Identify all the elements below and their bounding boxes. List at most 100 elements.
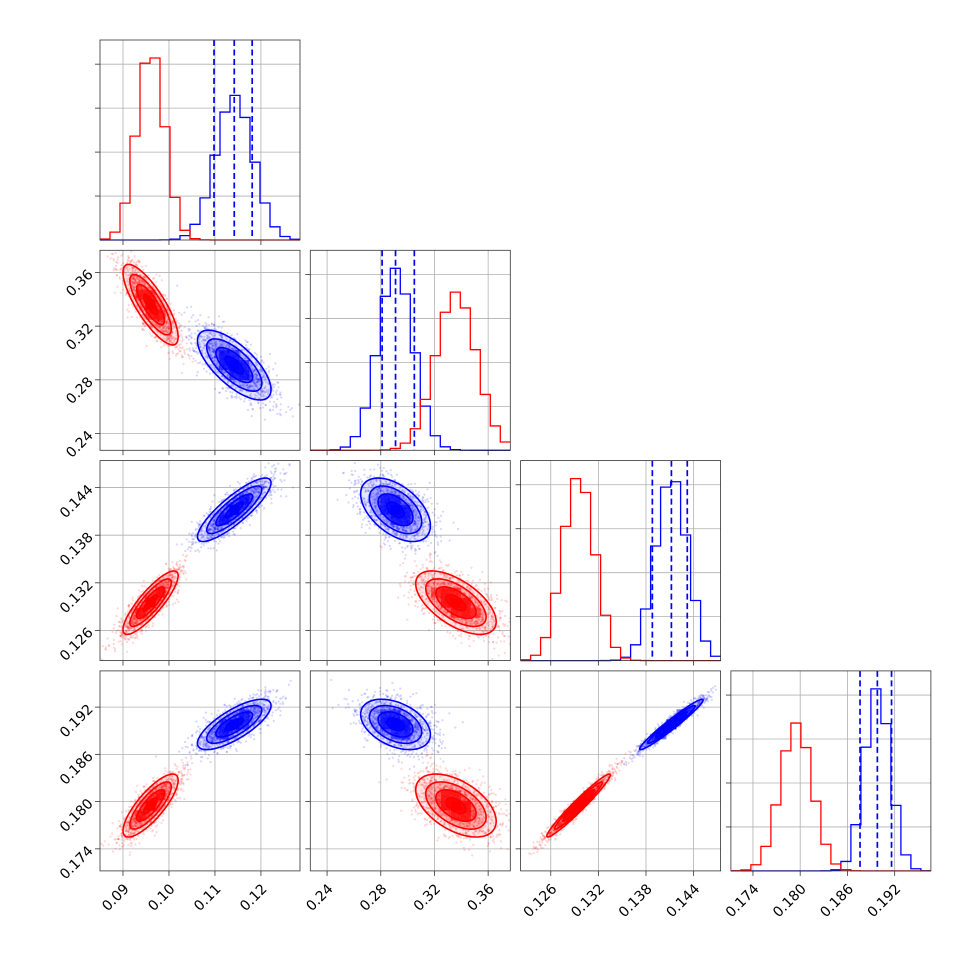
x-tick-label: 0.10	[145, 881, 178, 914]
density-cell	[380, 719, 391, 730]
density-cell	[450, 800, 461, 811]
density-cell	[135, 607, 146, 618]
contour-series-0	[196, 698, 272, 751]
contour-series-0	[646, 704, 697, 745]
density-cell	[390, 504, 401, 515]
contour-series-1	[129, 273, 173, 336]
density-cell	[676, 709, 687, 720]
y-tick-label: 0.32	[63, 320, 96, 353]
density-cell	[390, 719, 401, 730]
density-cell	[450, 607, 461, 618]
density-cell	[440, 800, 451, 811]
panel-3-2: 0.126 0.132 0.138 0.144	[515, 670, 721, 921]
density-cell	[229, 360, 240, 371]
y-tick-label: 0.144	[57, 482, 97, 522]
gridlines	[100, 670, 300, 871]
contour-series-1	[424, 781, 487, 831]
density-cell	[460, 597, 471, 608]
contour-series-0	[638, 698, 704, 751]
contour-series-0	[196, 329, 272, 401]
density-cell	[390, 729, 401, 740]
density-cell	[135, 810, 146, 821]
histogram-series-0	[730, 688, 931, 872]
density-cell	[219, 360, 230, 371]
density-cell	[229, 719, 240, 730]
panel-frame	[309, 460, 511, 662]
y-tick-label: 0.36	[63, 267, 96, 300]
y-tick-label: 0.174	[57, 843, 97, 883]
panel-frame	[309, 249, 511, 451]
contour-series-0	[368, 704, 423, 745]
density-cell	[450, 790, 461, 801]
density-cell	[239, 719, 250, 730]
density-cell	[155, 790, 166, 801]
density-cell	[145, 289, 156, 300]
density-cell	[229, 370, 240, 381]
x-tick-label: 0.11	[191, 881, 224, 914]
density-cell	[400, 719, 411, 730]
x-tick-label: 0.24	[303, 881, 336, 914]
contour-series-1	[136, 283, 166, 326]
contour-series-0	[205, 485, 263, 535]
density-cell	[430, 587, 441, 598]
x-tick-label: 0.186	[817, 881, 857, 921]
panel-frame	[520, 460, 721, 662]
density-cell	[460, 800, 471, 811]
contour-series-1	[414, 570, 498, 636]
gridlines	[520, 670, 721, 871]
density-cell	[380, 494, 391, 505]
density-cell	[563, 810, 574, 821]
x-tick-label: 0.174	[723, 881, 763, 921]
panel-frame	[309, 670, 511, 872]
x-tick-label: 0.126	[521, 881, 561, 921]
density-cell	[155, 309, 166, 320]
density-cell	[239, 370, 250, 381]
contour-series-1	[424, 578, 487, 628]
density-cell	[239, 494, 250, 505]
density-cell	[239, 709, 250, 720]
density-cell	[583, 790, 594, 801]
x-tick-label: 0.09	[99, 881, 132, 914]
contour-series-0	[196, 477, 272, 543]
panels: 0.240.280.320.360.1260.1320.1380.1440.09…	[57, 39, 932, 921]
x-tick-label: 0.32	[411, 881, 444, 914]
y-tick-label: 0.132	[57, 577, 97, 617]
density-cell	[440, 790, 451, 801]
density-cell	[450, 810, 461, 821]
x-tick-label: 0.12	[237, 881, 270, 914]
contour-series-1	[434, 788, 477, 823]
density-cell	[155, 587, 166, 598]
density-cell	[145, 800, 156, 811]
panel-3-1: 0.24 0.28 0.32 0.36	[303, 670, 511, 915]
y-tick-label: 0.28	[63, 374, 96, 407]
contour-series-1	[434, 585, 477, 620]
gridlines	[310, 670, 511, 871]
density-cell	[666, 719, 677, 730]
density-cell	[400, 514, 411, 525]
contour-series-0	[654, 711, 689, 738]
panel-3-0: 0.09 0.10 0.11 0.12 0.174 0.180 0.186 0.192	[57, 670, 301, 915]
y-tick-label: 0.180	[57, 796, 97, 836]
density-cell	[145, 299, 156, 310]
panel-frame	[99, 249, 301, 451]
panel-2-0: 0.126 0.132 0.138 0.144	[57, 460, 301, 666]
y-tick-label: 0.138	[57, 530, 97, 570]
contour-series-1	[122, 570, 180, 636]
panel-0-0	[95, 39, 301, 245]
density-cell	[440, 597, 451, 608]
panel-frame	[99, 460, 301, 662]
gridlines	[310, 460, 511, 661]
contour-series-0	[359, 477, 432, 543]
contour-series-1	[545, 773, 612, 838]
contour-series-1	[129, 781, 173, 830]
panel-1-0: 0.24 0.28 0.32 0.36	[63, 249, 301, 461]
density-cell	[390, 709, 401, 720]
density-cell	[380, 504, 391, 515]
panel-frame	[520, 670, 721, 872]
y-tick-label: 0.186	[57, 749, 97, 789]
density-cell	[450, 587, 461, 598]
density-cell	[450, 597, 461, 608]
contour-series-0	[368, 485, 423, 535]
y-tick-label: 0.24	[63, 428, 96, 461]
